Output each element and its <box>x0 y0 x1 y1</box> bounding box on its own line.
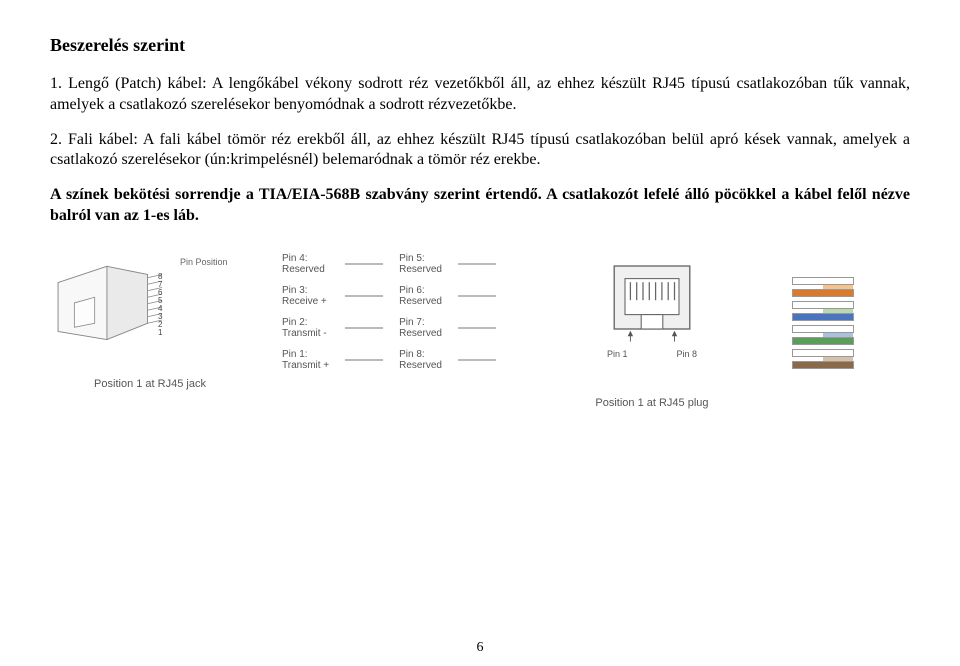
paragraph-1: 1. Lengő (Patch) kábel: A lengőkábel vék… <box>50 74 910 116</box>
pin8-label: Pin 8: Reserved <box>399 345 456 375</box>
pin5-label: Pin 5: Reserved <box>399 249 456 279</box>
page-number: 6 <box>0 640 960 656</box>
swatch-bw <box>792 325 854 333</box>
plug-pin8-label: Pin 8 <box>676 349 697 359</box>
plug-caption: Position 1 at RJ45 plug <box>542 397 762 409</box>
wire-icon <box>458 263 496 265</box>
pin2-label: Pin 2: Transmit - <box>282 313 343 343</box>
jack-caption: Position 1 at RJ45 jack <box>50 378 250 390</box>
swatch-br <box>792 361 854 369</box>
swatch-brw <box>792 349 854 357</box>
wire-color-table <box>792 277 854 373</box>
swatch-g <box>792 337 854 345</box>
swatch-b <box>792 313 854 321</box>
wire-icon <box>458 359 496 361</box>
pin4-label: Pin 4: Reserved <box>282 249 343 279</box>
wire-icon <box>345 327 383 329</box>
pin6-label: Pin 6: Reserved <box>399 281 456 311</box>
rj45-plug-icon <box>607 257 697 347</box>
swatch-gw <box>792 301 854 309</box>
paragraph-3: A színek bekötési sorrendje a TIA/EIA-56… <box>50 185 910 227</box>
pin-position-label: Pin Position <box>180 257 228 267</box>
pin1-label: Pin 1: Transmit + <box>282 345 343 375</box>
wire-icon <box>345 295 383 297</box>
rj45-diagram: Pin Position 8 7 6 5 4 3 2 1 Position 1 … <box>50 247 910 409</box>
swatch-ow <box>792 277 854 285</box>
pin-numbers: 8 7 6 5 4 3 2 1 <box>158 273 162 337</box>
swatch-o <box>792 289 854 297</box>
wire-icon <box>345 263 383 265</box>
wire-icon <box>458 295 496 297</box>
wire-icon <box>345 359 383 361</box>
wire-icon <box>458 327 496 329</box>
wiring-table: Pin 4: Reserved Pin 5: Reserved Pin 3: R… <box>280 247 512 377</box>
paragraph-2: 2. Fali kábel: A fali kábel tömör réz er… <box>50 130 910 172</box>
rj45-jack-block: Pin Position 8 7 6 5 4 3 2 1 Position 1 … <box>50 247 250 390</box>
plug-pin1-label: Pin 1 <box>607 349 628 359</box>
rj45-plug-block: Pin 1 Pin 8 Position 1 at RJ45 plug <box>542 247 762 409</box>
pin7-label: Pin 7: Reserved <box>399 313 456 343</box>
pin3-label: Pin 3: Receive + <box>282 281 343 311</box>
section-title: Beszerelés szerint <box>50 35 910 56</box>
